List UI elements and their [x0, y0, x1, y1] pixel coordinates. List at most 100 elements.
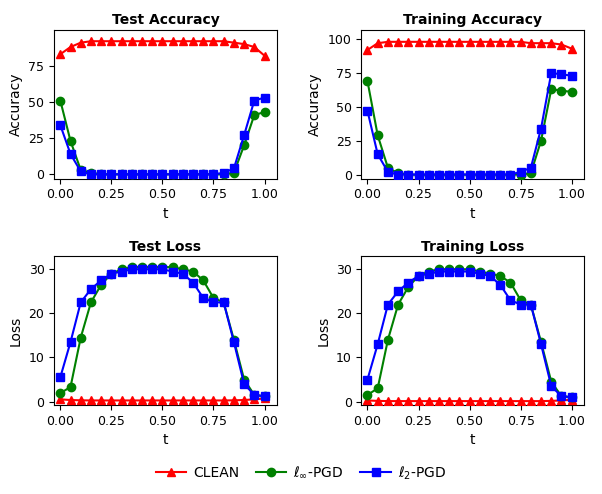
$\ell_\infty$-PGD — [405, 171, 412, 177]
CLEAN — [67, 397, 74, 403]
$\ell_\infty$-PGD — [87, 299, 95, 305]
CLEAN — [77, 397, 84, 403]
Y-axis label: Accuracy: Accuracy — [308, 73, 322, 136]
$\ell_2$-PGD — [231, 339, 238, 345]
$\ell_\infty$-PGD — [138, 264, 146, 270]
$\ell_\infty$-PGD — [261, 393, 268, 399]
$\ell_2$-PGD — [364, 376, 371, 382]
$\ell_2$-PGD — [98, 171, 105, 177]
$\ell_2$-PGD — [527, 302, 535, 308]
Line: $\ell_\infty$-PGD: $\ell_\infty$-PGD — [56, 263, 268, 401]
CLEAN — [384, 39, 391, 45]
CLEAN — [128, 398, 135, 404]
CLEAN — [425, 39, 432, 45]
$\ell_\infty$-PGD — [476, 269, 483, 275]
CLEAN — [220, 398, 228, 404]
CLEAN — [159, 398, 166, 404]
CLEAN — [497, 39, 504, 45]
$\ell_2$-PGD — [507, 171, 514, 177]
CLEAN — [538, 40, 545, 46]
$\ell_\infty$-PGD — [466, 266, 473, 272]
$\ell_2$-PGD — [497, 282, 504, 288]
CLEAN — [405, 39, 412, 45]
$\ell_\infty$-PGD — [405, 284, 412, 290]
$\ell_\infty$-PGD — [220, 171, 228, 177]
X-axis label: t: t — [163, 433, 168, 448]
Y-axis label: Loss: Loss — [9, 316, 23, 346]
$\ell_\infty$-PGD — [231, 337, 238, 343]
$\ell_2$-PGD — [456, 171, 463, 177]
$\ell_2$-PGD — [476, 271, 483, 277]
$\ell_\infty$-PGD — [118, 171, 125, 177]
CLEAN — [210, 398, 217, 404]
$\ell_\infty$-PGD — [240, 142, 247, 148]
CLEAN — [548, 40, 555, 46]
$\ell_\infty$-PGD — [445, 266, 453, 272]
$\ell_\infty$-PGD — [159, 171, 166, 177]
$\ell_\infty$-PGD — [169, 264, 176, 270]
$\ell_2$-PGD — [405, 280, 412, 286]
$\ell_2$-PGD — [77, 299, 84, 305]
$\ell_\infty$-PGD — [486, 171, 494, 177]
X-axis label: t: t — [470, 433, 476, 448]
$\ell_2$-PGD — [497, 171, 504, 177]
$\ell_2$-PGD — [394, 171, 402, 177]
$\ell_\infty$-PGD — [527, 170, 535, 176]
$\ell_\infty$-PGD — [558, 87, 565, 93]
$\ell_2$-PGD — [98, 277, 105, 283]
$\ell_\infty$-PGD — [77, 167, 84, 173]
CLEAN — [456, 39, 463, 45]
$\ell_2$-PGD — [466, 269, 473, 275]
CLEAN — [415, 398, 422, 404]
X-axis label: t: t — [470, 207, 476, 221]
$\ell_\infty$-PGD — [466, 171, 473, 177]
Line: $\ell_\infty$-PGD: $\ell_\infty$-PGD — [364, 77, 576, 179]
CLEAN — [57, 396, 64, 402]
$\ell_\infty$-PGD — [374, 385, 381, 391]
CLEAN — [527, 398, 535, 404]
Line: CLEAN: CLEAN — [56, 37, 268, 60]
CLEAN — [118, 398, 125, 404]
Line: CLEAN: CLEAN — [56, 394, 268, 405]
$\ell_\infty$-PGD — [200, 171, 207, 177]
$\ell_2$-PGD — [77, 168, 84, 174]
$\ell_2$-PGD — [558, 71, 565, 77]
CLEAN — [87, 38, 95, 44]
CLEAN — [497, 398, 504, 404]
$\ell_\infty$-PGD — [261, 109, 268, 115]
$\ell_2$-PGD — [200, 171, 207, 177]
CLEAN — [538, 398, 545, 404]
CLEAN — [250, 396, 258, 402]
$\ell_2$-PGD — [456, 269, 463, 275]
$\ell_2$-PGD — [231, 165, 238, 171]
$\ell_\infty$-PGD — [159, 264, 166, 270]
CLEAN — [435, 39, 442, 45]
CLEAN — [517, 398, 524, 404]
$\ell_2$-PGD — [415, 273, 422, 279]
Line: $\ell_2$-PGD: $\ell_2$-PGD — [56, 265, 268, 401]
Title: Test Loss: Test Loss — [129, 240, 202, 253]
$\ell_2$-PGD — [118, 269, 125, 275]
CLEAN — [169, 398, 176, 404]
$\ell_\infty$-PGD — [456, 266, 463, 272]
$\ell_\infty$-PGD — [57, 97, 64, 103]
Line: CLEAN: CLEAN — [364, 396, 576, 405]
CLEAN — [364, 398, 371, 404]
$\ell_\infty$-PGD — [384, 165, 391, 171]
$\ell_\infty$-PGD — [476, 171, 483, 177]
CLEAN — [261, 53, 268, 59]
CLEAN — [108, 398, 115, 404]
$\ell_2$-PGD — [108, 271, 115, 277]
CLEAN — [445, 39, 453, 45]
$\ell_\infty$-PGD — [118, 266, 125, 272]
$\ell_2$-PGD — [67, 339, 74, 345]
CLEAN — [98, 398, 105, 404]
CLEAN — [231, 40, 238, 45]
CLEAN — [190, 38, 197, 44]
$\ell_2$-PGD — [118, 171, 125, 177]
Legend: CLEAN, $\ell_\infty$-PGD, $\ell_2$-PGD: CLEAN, $\ell_\infty$-PGD, $\ell_2$-PGD — [150, 458, 452, 487]
CLEAN — [568, 45, 576, 51]
CLEAN — [507, 39, 514, 45]
CLEAN — [415, 39, 422, 45]
$\ell_2$-PGD — [250, 97, 258, 103]
